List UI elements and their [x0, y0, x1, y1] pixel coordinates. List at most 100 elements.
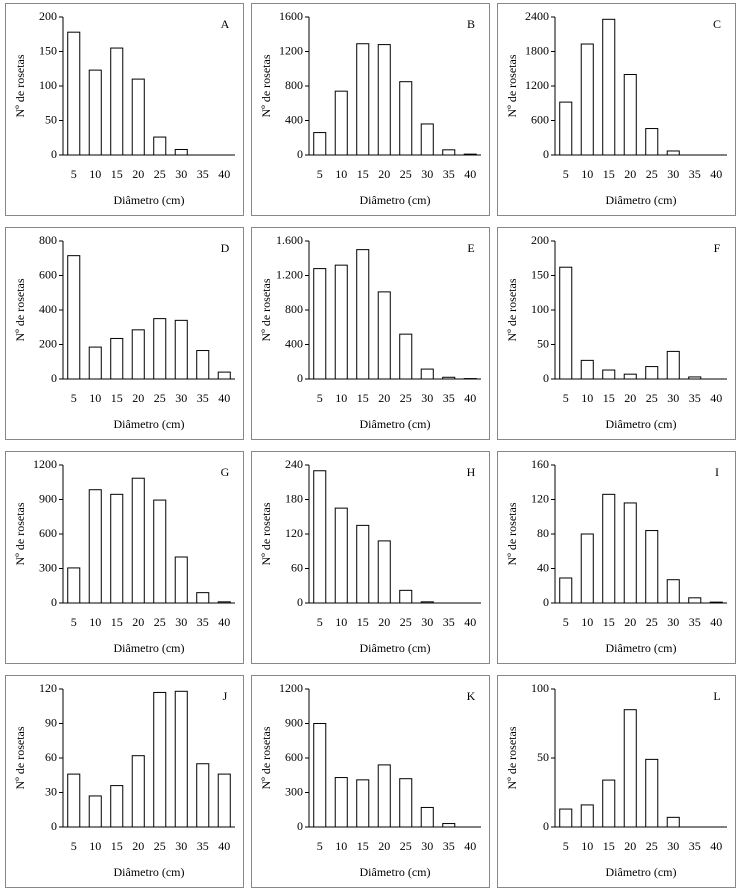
x-tick-label: 10: [89, 615, 101, 629]
bar: [666, 150, 680, 156]
y-tick-label: 60: [291, 560, 303, 574]
bar: [67, 31, 81, 156]
x-tick-label: 30: [667, 615, 679, 629]
x-tick-label: 30: [421, 391, 433, 405]
x-tick-label: 15: [357, 839, 369, 853]
y-tick-label: 800: [39, 233, 57, 247]
bar: [377, 540, 391, 604]
y-axis-label: Nº de rosetas: [13, 726, 27, 789]
x-tick-label: 25: [154, 167, 166, 181]
bar: [580, 533, 594, 604]
x-tick-label: 15: [603, 391, 615, 405]
x-axis-label: Diâmetro (cm): [114, 865, 185, 879]
panel-letter: L: [713, 689, 720, 703]
x-tick-label: 20: [378, 167, 390, 181]
y-tick-label: 300: [285, 784, 303, 798]
x-tick-label: 20: [624, 615, 636, 629]
bar: [196, 350, 210, 380]
y-tick-label: 400: [285, 336, 303, 350]
x-tick-label: 10: [335, 839, 347, 853]
y-axis-label: Nº de rosetas: [505, 54, 519, 117]
bar: [623, 502, 637, 604]
bar: [174, 556, 188, 604]
y-tick-label: 0: [543, 147, 549, 161]
y-tick-label: 0: [297, 371, 303, 385]
y-tick-label: 0: [297, 595, 303, 609]
x-tick-label: 40: [218, 391, 230, 405]
y-tick-label: 600: [285, 750, 303, 764]
panel-letter: A: [221, 17, 230, 31]
x-tick-label: 5: [563, 167, 569, 181]
x-tick-label: 25: [646, 167, 658, 181]
panel-letter: I: [715, 465, 719, 479]
bar: [174, 148, 188, 156]
bar: [580, 804, 594, 828]
y-tick-label: 0: [543, 371, 549, 385]
y-axis-label: Nº de rosetas: [13, 278, 27, 341]
y-tick-label: 0: [51, 819, 57, 833]
x-tick-label: 35: [197, 839, 209, 853]
x-tick-label: 35: [689, 167, 701, 181]
x-tick-label: 40: [464, 839, 476, 853]
y-tick-label: 120: [531, 491, 549, 505]
y-tick-label: 1200: [33, 457, 57, 471]
x-axis-label: Diâmetro (cm): [360, 417, 431, 431]
x-tick-label: 30: [175, 839, 187, 853]
bar: [602, 493, 616, 604]
panel-letter: D: [221, 241, 230, 255]
bar: [602, 18, 616, 156]
x-tick-label: 30: [421, 615, 433, 629]
bar: [399, 81, 413, 156]
y-tick-label: 40: [537, 560, 549, 574]
panel-frame: [251, 227, 490, 440]
y-tick-label: 50: [537, 336, 549, 350]
bar: [153, 691, 167, 828]
bar: [420, 601, 434, 604]
x-tick-label: 40: [218, 839, 230, 853]
y-tick-label: 0: [51, 595, 57, 609]
panel-letter: G: [221, 465, 230, 479]
y-tick-label: 1200: [525, 78, 549, 92]
x-tick-label: 40: [710, 391, 722, 405]
x-tick-label: 40: [218, 167, 230, 181]
y-tick-label: 80: [537, 526, 549, 540]
x-axis-label: Diâmetro (cm): [606, 193, 677, 207]
y-tick-label: 1200: [279, 43, 303, 57]
y-axis-label: Nº de rosetas: [259, 278, 273, 341]
y-tick-label: 100: [531, 302, 549, 316]
x-axis-label: Diâmetro (cm): [114, 193, 185, 207]
x-tick-label: 25: [646, 391, 658, 405]
bar: [131, 329, 145, 380]
x-tick-label: 10: [89, 167, 101, 181]
bar: [580, 359, 594, 380]
bar: [709, 601, 723, 604]
x-tick-label: 40: [464, 167, 476, 181]
panel-letter: F: [714, 241, 721, 255]
bar: [153, 318, 167, 380]
x-tick-label: 35: [689, 839, 701, 853]
bar: [88, 795, 102, 828]
y-tick-label: 800: [285, 302, 303, 316]
y-tick-label: 200: [39, 336, 57, 350]
bar: [580, 43, 594, 156]
x-tick-label: 5: [317, 391, 323, 405]
x-tick-label: 35: [443, 615, 455, 629]
bar: [153, 499, 167, 604]
x-tick-label: 25: [154, 839, 166, 853]
panel-frame: [497, 3, 736, 216]
x-axis-label: Diâmetro (cm): [606, 865, 677, 879]
bar: [174, 319, 188, 380]
y-tick-label: 900: [285, 715, 303, 729]
x-axis-label: Diâmetro (cm): [606, 417, 677, 431]
x-tick-label: 15: [603, 615, 615, 629]
panel-frame: [5, 227, 244, 440]
y-tick-label: 200: [531, 233, 549, 247]
panel-frame: [497, 451, 736, 664]
panel-letter: H: [467, 465, 476, 479]
x-axis-label: Diâmetro (cm): [606, 641, 677, 655]
bar: [666, 579, 680, 604]
panel-frame: [5, 451, 244, 664]
bar: [131, 477, 145, 604]
bar: [313, 132, 327, 156]
bar: [688, 597, 702, 604]
